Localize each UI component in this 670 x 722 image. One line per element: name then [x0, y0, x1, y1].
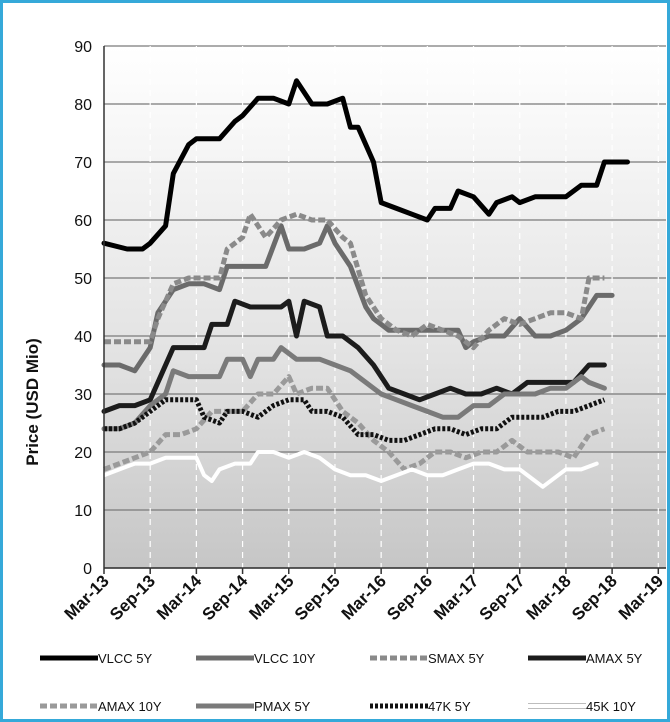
y-axis: 0 10 20 30 40 50 60 70 80 90: [74, 39, 105, 578]
x-tick-label: Mar-18: [523, 571, 575, 623]
legend-label: VLCC 5Y: [98, 651, 153, 666]
y-tick-label: 70: [74, 155, 92, 172]
x-tick-label: Sep-16: [383, 571, 436, 624]
legend-label: AMAX 5Y: [586, 651, 643, 666]
x-axis: Mar-13Sep-13Mar-14Sep-14Mar-15Sep-15Mar-…: [61, 567, 667, 624]
y-tick-label: 50: [74, 271, 92, 288]
series-line-vlcc-5y: [101, 78, 630, 252]
legend-label: SMAX 5Y: [428, 651, 485, 666]
legend-label: AMAX 10Y: [98, 699, 162, 714]
legend-item: 45K 10Y: [528, 699, 636, 714]
x-tick-label: Mar-16: [338, 571, 390, 623]
series-line-smax-5y: [104, 211, 605, 351]
y-tick-label: 10: [74, 503, 92, 520]
x-tick-label: Mar-14: [153, 571, 206, 624]
x-tick-label: Sep-14: [199, 571, 252, 624]
series-line-45k-10y: [102, 450, 599, 489]
legend: VLCC 5Y VLCC 10Y SMAX 5Y AMAX 5Y AMAX 10Y PMA…: [40, 651, 643, 714]
vertical-gridlines: [149, 46, 659, 568]
y-tick-label: 90: [74, 39, 92, 56]
y-tick-label: 80: [74, 97, 92, 114]
legend-label: VLCC 10Y: [254, 651, 316, 666]
y-tick-label: 60: [74, 213, 92, 230]
y-axis-title: Price (USD Mio): [23, 338, 42, 466]
legend-label: 45K 10Y: [586, 699, 636, 714]
legend-item: VLCC 5Y: [40, 651, 153, 666]
x-tick-label: Sep-17: [476, 571, 529, 624]
series-line-pmax-5y: [101, 345, 607, 432]
y-tick-label: 20: [74, 445, 92, 462]
x-tick-label: Sep-13: [106, 571, 159, 624]
x-tick-label: Mar-17: [430, 571, 482, 623]
legend-item: PMAX 5Y: [196, 699, 311, 714]
legend-item: AMAX 5Y: [528, 651, 643, 666]
legend-item: 47K 5Y: [370, 699, 471, 714]
x-tick-label: Sep-15: [291, 571, 344, 624]
series-line-amax-10y: [103, 374, 606, 472]
legend-label: PMAX 5Y: [254, 699, 311, 714]
x-tick-label: Mar-19: [615, 571, 667, 623]
x-tick-label: Mar-13: [61, 571, 113, 623]
legend-item: SMAX 5Y: [370, 651, 485, 666]
series-line-47k-5y: [104, 397, 606, 443]
x-tick-label: Mar-15: [245, 571, 297, 623]
series-lines: [101, 78, 630, 489]
y-tick-label: 30: [74, 387, 92, 404]
y-tick-label: 40: [74, 329, 92, 346]
y-tick-label: 0: [83, 561, 92, 578]
legend-item: AMAX 10Y: [40, 699, 162, 714]
legend-label: 47K 5Y: [428, 699, 471, 714]
x-tick-label: Sep-18: [568, 571, 621, 624]
legend-item: VLCC 10Y: [196, 651, 316, 666]
